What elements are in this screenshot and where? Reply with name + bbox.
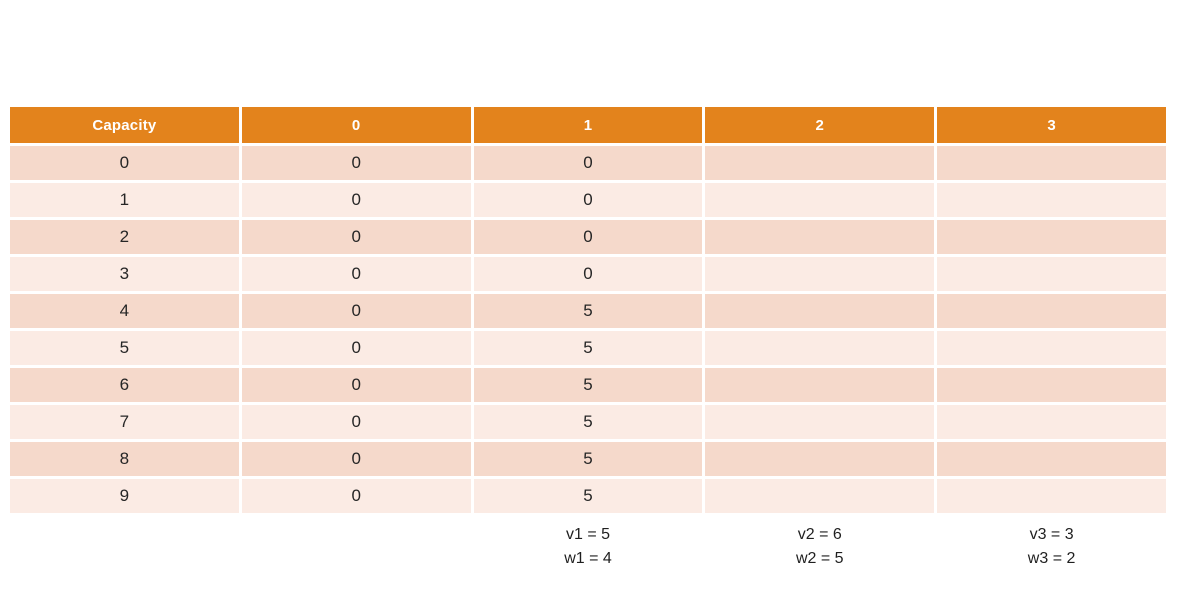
value-cell: 0 bbox=[241, 405, 471, 439]
value-cell bbox=[937, 442, 1166, 476]
item2-value-label: v2 = 6 bbox=[797, 526, 842, 543]
capacity-cell: 9 bbox=[10, 479, 239, 513]
value-cell: 5 bbox=[473, 294, 703, 328]
capacity-cell: 8 bbox=[10, 442, 239, 476]
value-cell bbox=[937, 183, 1166, 217]
value-cell bbox=[937, 257, 1166, 291]
value-cell: 5 bbox=[473, 331, 703, 365]
annot-spacer bbox=[10, 523, 239, 571]
value-cell: 5 bbox=[473, 368, 703, 402]
capacity-cell: 2 bbox=[10, 220, 239, 254]
item1-value-label: v1 = 5 bbox=[565, 526, 610, 543]
column-header-item0: 0 bbox=[241, 107, 471, 143]
value-cell bbox=[705, 479, 935, 513]
value-cell: 0 bbox=[241, 257, 471, 291]
column-header-item2: 2 bbox=[705, 107, 935, 143]
capacity-cell: 4 bbox=[10, 294, 239, 328]
column-header-capacity: Capacity bbox=[10, 107, 239, 143]
capacity-cell: 7 bbox=[10, 405, 239, 439]
value-cell bbox=[937, 294, 1166, 328]
value-cell: 0 bbox=[241, 183, 471, 217]
value-cell: 5 bbox=[473, 405, 703, 439]
value-cell bbox=[705, 146, 935, 180]
table-grid: Capacity 0 1 2 3 0 0 0 1 0 0 2 0 0 3 0 0… bbox=[10, 107, 1166, 513]
item-annotations: v1 = 5 w1 = 4 v2 = 6 w2 = 5 v3 = 3 w3 = … bbox=[10, 523, 1166, 571]
value-cell: 0 bbox=[241, 146, 471, 180]
value-cell bbox=[705, 257, 935, 291]
value-cell bbox=[705, 405, 935, 439]
value-cell bbox=[705, 294, 935, 328]
item3-weight-label: w3 = 2 bbox=[1027, 550, 1076, 567]
item3-annotation: v3 = 3 w3 = 2 bbox=[937, 523, 1166, 571]
value-cell bbox=[705, 368, 935, 402]
value-cell bbox=[937, 146, 1166, 180]
knapsack-dp-table: Capacity 0 1 2 3 0 0 0 1 0 0 2 0 0 3 0 0… bbox=[10, 107, 1166, 571]
value-cell: 0 bbox=[241, 294, 471, 328]
value-cell bbox=[705, 442, 935, 476]
value-cell: 5 bbox=[473, 442, 703, 476]
capacity-cell: 1 bbox=[10, 183, 239, 217]
value-cell: 0 bbox=[241, 368, 471, 402]
capacity-cell: 3 bbox=[10, 257, 239, 291]
value-cell bbox=[705, 331, 935, 365]
value-cell: 0 bbox=[473, 183, 703, 217]
item2-weight-label: w2 = 5 bbox=[795, 550, 844, 567]
value-cell bbox=[937, 331, 1166, 365]
item3-value-label: v3 = 3 bbox=[1029, 526, 1074, 543]
column-header-item3: 3 bbox=[937, 107, 1166, 143]
capacity-cell: 0 bbox=[10, 146, 239, 180]
value-cell bbox=[937, 368, 1166, 402]
value-cell: 0 bbox=[241, 442, 471, 476]
value-cell bbox=[705, 220, 935, 254]
capacity-cell: 5 bbox=[10, 331, 239, 365]
value-cell: 0 bbox=[473, 257, 703, 291]
value-cell bbox=[937, 220, 1166, 254]
value-cell: 0 bbox=[473, 146, 703, 180]
annot-spacer bbox=[242, 523, 471, 571]
item2-annotation: v2 = 6 w2 = 5 bbox=[705, 523, 934, 571]
value-cell bbox=[937, 479, 1166, 513]
value-cell: 0 bbox=[241, 479, 471, 513]
item1-weight-label: w1 = 4 bbox=[564, 550, 612, 567]
value-cell: 0 bbox=[473, 220, 703, 254]
value-cell bbox=[705, 183, 935, 217]
item1-annotation: v1 = 5 w1 = 4 bbox=[474, 523, 703, 571]
value-cell: 0 bbox=[241, 331, 471, 365]
value-cell bbox=[937, 405, 1166, 439]
value-cell: 5 bbox=[473, 479, 703, 513]
capacity-cell: 6 bbox=[10, 368, 239, 402]
column-header-item1: 1 bbox=[473, 107, 703, 143]
value-cell: 0 bbox=[241, 220, 471, 254]
